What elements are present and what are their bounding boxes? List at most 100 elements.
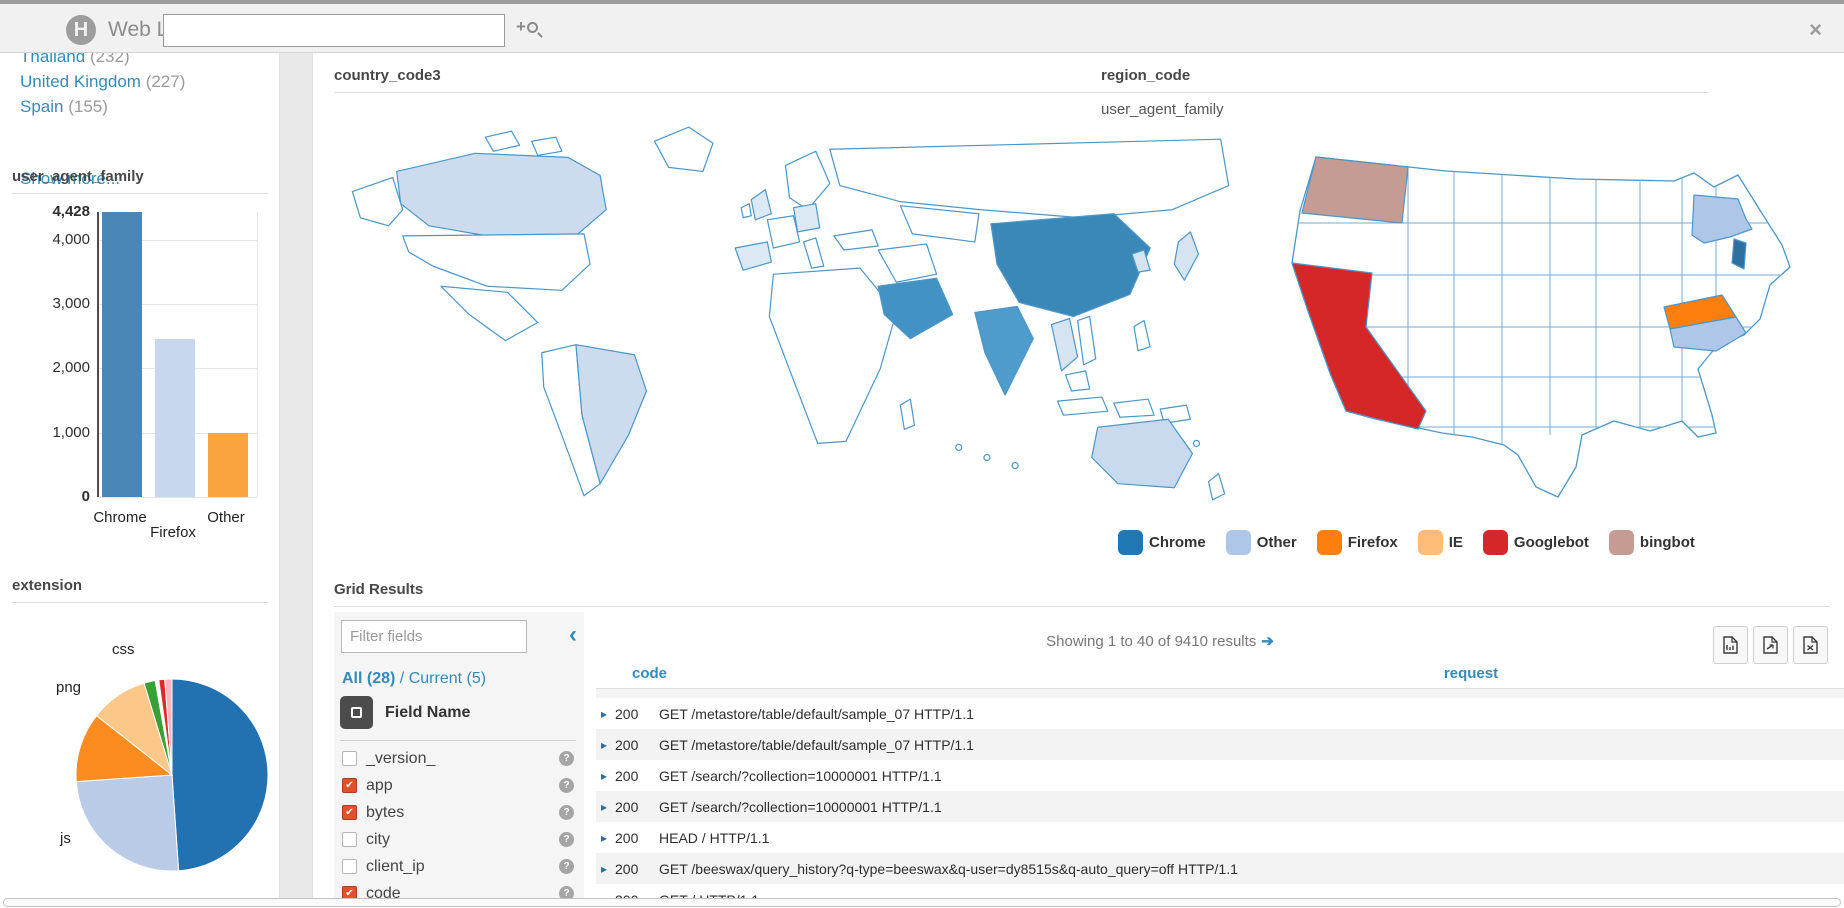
state-new-jersey[interactable] — [1731, 238, 1747, 270]
region-france[interactable] — [766, 215, 801, 249]
export-excel-button[interactable] — [1793, 626, 1828, 664]
field-name-label: app — [366, 776, 393, 794]
legend-swatch — [1118, 530, 1143, 555]
table-row[interactable]: ▸ 200 GET /metastore/table/default/sample_… — [596, 698, 1844, 729]
column-header-request[interactable]: request — [1443, 665, 1499, 682]
table-row[interactable]: ▸ 200 GET /beeswax/query_history?q-type=be… — [596, 853, 1844, 884]
region-united-kingdom[interactable] — [750, 188, 772, 221]
bar-firefox[interactable] — [155, 339, 195, 497]
row-expand-icon[interactable]: ▸ — [601, 737, 608, 752]
help-icon[interactable]: ? — [559, 859, 574, 874]
help-icon[interactable]: ? — [559, 832, 574, 847]
pie-slice-png[interactable] — [75, 714, 174, 783]
bottom-scroll-area — [0, 898, 1844, 908]
row-expand-icon[interactable]: ▸ — [601, 893, 607, 899]
region-africa[interactable] — [768, 267, 897, 445]
table-row[interactable]: ▸ 200 GET /metastore/table/default/sample_… — [596, 729, 1844, 760]
us-map-title: region_code — [1101, 67, 1709, 93]
field-checkbox[interactable]: ✔ — [342, 778, 357, 793]
toggle-all-fields-checkbox[interactable] — [340, 696, 373, 729]
field-checkbox[interactable]: ✔ — [342, 805, 357, 820]
cell-request: GET / HTTP/1.1 — [659, 892, 759, 899]
fields-panel: ‹ All (28) / Current (5) Field Name _ver… — [334, 612, 584, 898]
facet-link[interactable]: United Kingdom — [20, 72, 141, 91]
row-expand-icon[interactable]: ▸ — [601, 768, 608, 783]
region-thailand[interactable] — [1050, 317, 1079, 372]
cell-request: GET /metastore/table/default/sample_07 H… — [659, 736, 974, 753]
region-india[interactable] — [974, 305, 1034, 396]
region-italy[interactable] — [803, 237, 825, 269]
region-australia[interactable] — [1091, 418, 1194, 489]
region-china[interactable] — [990, 213, 1151, 318]
field-row: _version_? — [334, 745, 584, 772]
facet-link[interactable]: Spain — [20, 97, 64, 116]
table-row[interactable]: ▸ 200 GET /search/?collection=10000001 HTT… — [596, 760, 1844, 791]
field-checkbox[interactable] — [342, 751, 357, 766]
state-new-york[interactable] — [1691, 194, 1753, 244]
next-page-icon[interactable]: ➔ — [1261, 633, 1274, 650]
field-checkbox[interactable]: ✔ — [342, 886, 357, 898]
bar-other[interactable] — [208, 432, 248, 497]
field-name-header: Field Name — [385, 703, 471, 721]
close-icon[interactable]: × — [1809, 17, 1822, 42]
hue-logo-icon[interactable]: H — [66, 15, 96, 45]
facet-count: (232) — [85, 53, 130, 66]
state-california[interactable] — [1291, 262, 1427, 430]
region-central-asia[interactable] — [899, 205, 980, 243]
help-icon[interactable]: ? — [559, 805, 574, 820]
row-expand-icon[interactable]: ▸ — [601, 799, 608, 814]
table-row[interactable]: ▸ 200 GET /search/?collection=10000001 HTT… — [596, 791, 1844, 822]
tab-current-fields[interactable]: Current (5) — [408, 670, 487, 687]
cell-code: 200 — [615, 829, 639, 846]
field-checkbox[interactable] — [342, 832, 357, 847]
facet-count: (155) — [63, 97, 108, 116]
state-washington[interactable] — [1301, 156, 1409, 224]
region-canada[interactable] — [396, 152, 607, 237]
row-expand-icon[interactable]: ▸ — [601, 706, 608, 721]
field-checkbox[interactable] — [342, 859, 357, 874]
row-expand-icon[interactable]: ▸ — [601, 861, 608, 876]
column-header-code[interactable]: code — [632, 665, 668, 682]
pie-slice-js[interactable] — [75, 774, 180, 872]
help-icon[interactable]: ? — [559, 751, 574, 766]
region-germany[interactable] — [792, 203, 821, 233]
region-scandinavia[interactable] — [784, 150, 831, 211]
gridline — [257, 212, 258, 497]
export-pdf-button[interactable] — [1753, 626, 1788, 664]
facet-item: Spain (155) — [20, 94, 269, 119]
field-name-label: client_ip — [366, 857, 425, 875]
row-expand-icon[interactable]: ▸ — [601, 830, 608, 845]
region-saudi-arabia[interactable] — [877, 277, 954, 340]
region-brazil[interactable] — [575, 344, 648, 485]
export-csv-button[interactable] — [1713, 626, 1748, 664]
pie-slice-0[interactable] — [171, 678, 269, 872]
table-row[interactable]: ▸ 200 HEAD / HTTP/1.1 — [596, 822, 1844, 853]
search-input[interactable] — [163, 14, 505, 47]
map-legend: Chrome Other Firefox IE Googlebot bingbot — [1118, 530, 1695, 555]
region-alaska[interactable] — [351, 176, 404, 227]
region-russia[interactable] — [829, 138, 1230, 219]
region-mexico[interactable] — [440, 285, 539, 342]
region-spain[interactable] — [734, 241, 772, 271]
legend-swatch — [1482, 530, 1508, 555]
region-usa[interactable] — [402, 233, 591, 291]
axis-tick-label: 4,428 — [52, 203, 90, 220]
new-search-button[interactable]: + — [516, 17, 538, 37]
region-south-korea[interactable] — [1131, 249, 1151, 273]
bar-chrome[interactable] — [102, 212, 142, 497]
region-japan[interactable] — [1173, 231, 1200, 281]
facet-link[interactable]: Thailand — [20, 53, 86, 66]
help-icon[interactable]: ? — [559, 886, 574, 898]
state-north-carolina[interactable] — [1669, 316, 1747, 352]
tab-all-fields[interactable]: All (28) — [342, 670, 396, 687]
region-greenland[interactable] — [653, 126, 714, 173]
legend-swatch — [1417, 530, 1443, 555]
table-row[interactable]: ▸ 200 GET / HTTP/1.1 — [596, 884, 1844, 899]
filter-fields-input[interactable] — [341, 620, 527, 653]
help-icon[interactable]: ? — [559, 778, 574, 793]
collapse-panel-icon[interactable]: ‹ — [569, 621, 577, 648]
horizontal-scrollbar[interactable] — [3, 898, 1841, 907]
show-more-link[interactable]: Show more... — [20, 169, 121, 188]
field-row: client_ip? — [334, 853, 584, 880]
pie-slice-7[interactable] — [164, 678, 173, 776]
